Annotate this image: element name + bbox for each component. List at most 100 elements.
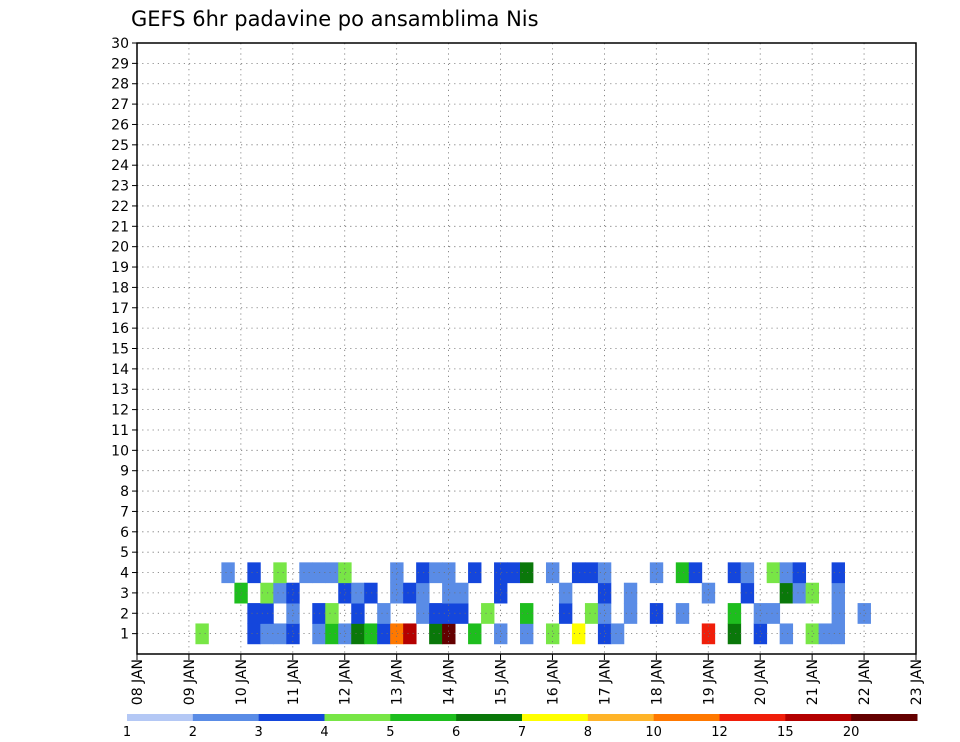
y-tick-label: 2 (120, 606, 129, 622)
heatmap-cell (377, 603, 391, 624)
x-tick-label: 21 JAN (805, 659, 821, 705)
heatmap-cell (247, 603, 261, 624)
heatmap-cell (312, 623, 326, 645)
y-tick-label: 26 (111, 117, 129, 133)
y-tick-label: 4 (120, 566, 129, 582)
y-tick-label: 13 (111, 382, 129, 398)
colorbar-label: 15 (777, 725, 794, 740)
y-tick-label: 6 (120, 525, 129, 541)
heatmap-cell (831, 562, 845, 584)
heatmap-cell (558, 603, 573, 624)
heatmap-cell (429, 562, 443, 584)
heatmap-cell (351, 582, 365, 604)
heatmap-cell (831, 603, 845, 624)
y-tick-label: 17 (111, 301, 129, 317)
heatmap-cell (299, 562, 313, 584)
heatmap-cell (351, 623, 365, 645)
heatmap-cell (442, 562, 456, 584)
heatmap-cell (597, 603, 612, 624)
heatmap-cell (597, 562, 612, 584)
heatmap-cell (727, 603, 742, 624)
heatmap-cell (416, 603, 430, 624)
heatmap-cell (442, 623, 456, 645)
x-tick-label: 20 JAN (753, 659, 769, 705)
heatmap-cell (805, 582, 820, 604)
y-tick-label: 11 (111, 423, 129, 439)
heatmap-cell (688, 562, 703, 584)
x-tick-label: 18 JAN (649, 659, 665, 705)
heatmap-cell (494, 623, 508, 645)
y-tick-label: 16 (111, 321, 129, 337)
x-tick-label: 23 JAN (909, 659, 925, 705)
heatmap-cell (545, 562, 560, 584)
colorbar-legend: 1 2 3 4 5 6 7 8 10 12 15 20 (123, 714, 918, 740)
heatmap-cell (831, 582, 845, 604)
heatmap-cell (520, 562, 534, 584)
x-tick-label: 11 JAN (286, 659, 302, 705)
heatmap-cell (455, 582, 469, 604)
heatmap-cell (831, 623, 845, 645)
heatmap-cell (403, 582, 417, 604)
y-tick-label: 27 (111, 97, 129, 113)
heatmap-cell (442, 603, 456, 624)
colorbar-swatch (127, 714, 194, 721)
heatmap-cell (779, 623, 794, 645)
x-tick-label: 16 JAN (545, 659, 561, 705)
colorbar-swatch (522, 714, 589, 721)
colorbar-label: 5 (386, 725, 394, 740)
heatmap-cell (273, 623, 287, 645)
y-tick-label: 12 (111, 403, 129, 419)
colorbar-label: 12 (711, 725, 728, 740)
y-tick-label: 30 (111, 36, 129, 52)
heatmap-cell (623, 582, 638, 604)
colorbar-label: 6 (452, 725, 460, 740)
heatmap-cell (195, 623, 209, 645)
y-tick-label: 20 (111, 240, 129, 256)
colorbar-label: 7 (518, 725, 526, 740)
colorbar-label: 3 (255, 725, 263, 740)
x-tick-label: 14 JAN (442, 659, 458, 705)
colorbar-swatch (719, 714, 786, 721)
heatmap-cell (675, 562, 690, 584)
heatmap-cell (364, 582, 378, 604)
heatmap-cell (273, 582, 287, 604)
colorbar-swatch (192, 714, 260, 721)
y-axis-ticks: 1234567891011121314151617181920212223242… (111, 36, 137, 643)
y-tick-label: 21 (111, 219, 129, 235)
heatmap-cell (416, 562, 430, 584)
x-axis-ticks: 08 JAN 09 JAN 10 JAN 11 JAN 12 JAN 13 JAN 14 J… (130, 654, 925, 705)
y-tick-label: 19 (111, 260, 129, 276)
y-tick-label: 29 (111, 56, 129, 72)
heatmap-cell (390, 623, 404, 645)
heatmap-cell (325, 562, 339, 584)
heatmap-cell (740, 582, 755, 604)
heatmap-cell (779, 582, 794, 604)
heatmap-cell (545, 623, 560, 645)
colorbar-swatch (851, 714, 918, 721)
heatmap-cell (429, 603, 443, 624)
heatmap-cell (390, 562, 404, 584)
heatmap-cell (351, 603, 365, 624)
heatmap-cell (571, 623, 586, 645)
x-tick-label: 09 JAN (182, 659, 198, 705)
heatmap-cell (597, 582, 612, 604)
colorbar-swatch (390, 714, 457, 721)
y-tick-label: 1 (120, 627, 129, 643)
heatmap-cell (597, 623, 612, 645)
x-tick-label: 12 JAN (338, 659, 354, 705)
colorbar-swatch (587, 714, 655, 721)
heatmap-cell (247, 623, 261, 645)
y-tick-label: 5 (120, 545, 129, 561)
heatmap-cell (520, 603, 534, 624)
heatmap-cell (221, 562, 235, 584)
y-tick-label: 14 (111, 362, 129, 378)
x-tick-label: 15 JAN (494, 659, 510, 705)
y-tick-label: 22 (111, 199, 129, 215)
x-tick-label: 10 JAN (234, 659, 250, 705)
x-tick-label: 19 JAN (701, 659, 717, 705)
heatmap-cell (390, 582, 404, 604)
heatmap-cell (468, 562, 482, 584)
heatmap-cell (442, 582, 456, 604)
heatmap-cell (338, 562, 352, 584)
chart-title: GEFS 6hr padavine po ansamblima Nis (131, 7, 539, 31)
